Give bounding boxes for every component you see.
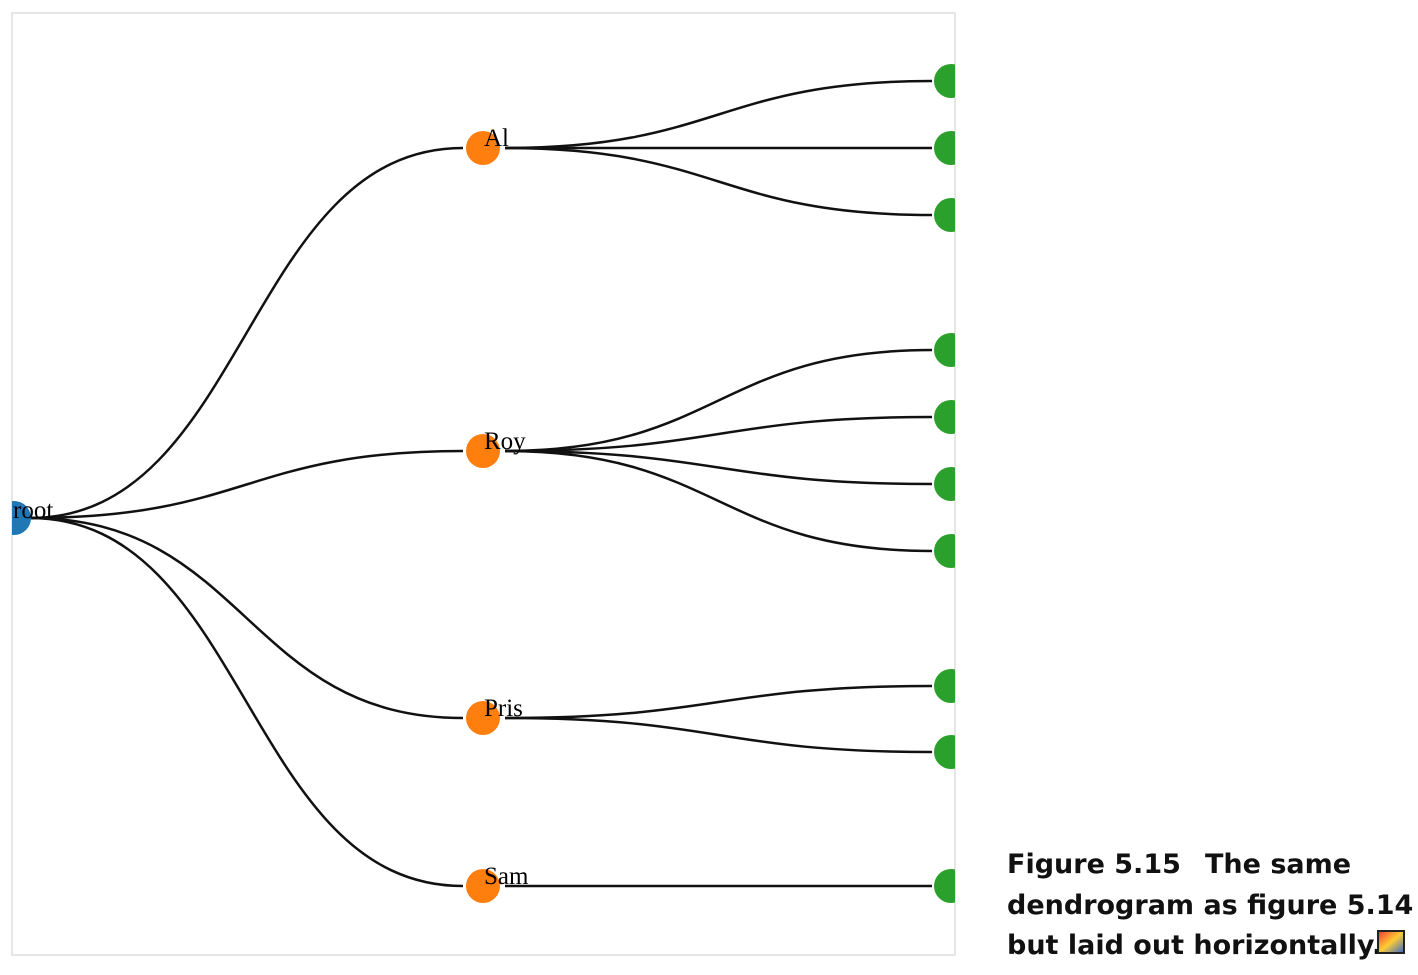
link: [504, 449, 933, 486]
caption-line: The same: [1205, 849, 1351, 880]
leaf-node: [934, 333, 955, 367]
caption-line: but laid out horizontally.: [1007, 930, 1382, 961]
leaf-node: [934, 64, 955, 98]
link: [504, 684, 933, 720]
link: [504, 449, 933, 553]
link: [29, 516, 464, 720]
branch-node: [466, 131, 500, 165]
link: [504, 716, 933, 754]
leaf-node: [934, 534, 955, 568]
leaf-node: [934, 869, 955, 903]
node-label: Sam: [484, 863, 529, 890]
root-node: [12, 501, 31, 535]
caption-icon: [1377, 930, 1405, 954]
leaf-node: [934, 131, 955, 165]
link: [504, 146, 933, 217]
panel: [11, 12, 956, 956]
node-label: Pris: [484, 695, 523, 722]
node-label: Roy: [484, 428, 526, 455]
link: [504, 79, 933, 150]
leaf-node: [934, 198, 955, 232]
link: [29, 449, 464, 520]
caption-line: dendrogram as figure 5.14: [1007, 890, 1413, 921]
branch-node: [466, 701, 500, 735]
leaf-node: [934, 400, 955, 434]
leaf-node: [934, 735, 955, 769]
link: [504, 348, 933, 453]
leaf-node: [934, 467, 955, 501]
link: [504, 415, 933, 453]
leaf-node: [934, 669, 955, 703]
dendrogram: root Al Roy Pris Sam: [12, 64, 955, 903]
node-label: Al: [484, 125, 509, 152]
node-label: root: [13, 497, 53, 524]
branch-node: [466, 869, 500, 903]
caption-label: Figure 5.15: [1007, 849, 1181, 880]
link: [29, 516, 464, 888]
branch-node: [466, 434, 500, 468]
link: [29, 146, 464, 520]
